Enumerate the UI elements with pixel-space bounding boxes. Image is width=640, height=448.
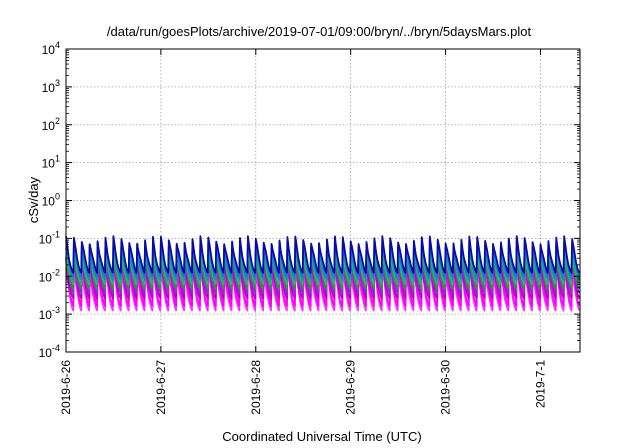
y-tick-label: 10-3 xyxy=(39,305,60,322)
y-tick-label: 10-2 xyxy=(39,267,60,284)
x-tick-label: 2019-7-1 xyxy=(533,360,547,408)
x-tick-label: 2019-6-28 xyxy=(249,360,263,415)
series-group xyxy=(65,235,581,312)
series-line xyxy=(65,235,581,274)
x-tick-label: 2019-6-26 xyxy=(59,360,73,415)
series-line xyxy=(65,258,581,307)
y-axis-label: cSv/day xyxy=(26,176,41,223)
series-line xyxy=(65,238,581,277)
series-line xyxy=(65,255,581,300)
y-axis: 10-4 10-3 10-2 10-1 100 101 102 103 104 xyxy=(39,40,580,360)
x-tick-label: 2019-6-30 xyxy=(439,360,453,415)
y-tick-label: 100 xyxy=(42,192,60,209)
x-axis-label: Coordinated Universal Time (UTC) xyxy=(222,429,421,444)
y-tick-label: 101 xyxy=(42,154,60,171)
x-tick-label: 2019-6-29 xyxy=(344,360,358,415)
chart-title: /data/run/goesPlots/archive/2019-07-01/0… xyxy=(107,24,532,39)
y-tick-label: 104 xyxy=(42,40,60,57)
y-tick-label: 10-1 xyxy=(39,229,60,246)
y-tick-label: 102 xyxy=(42,116,60,133)
x-axis: 2019-6-26 2019-6-27 2019-6-28 2019-6-29 2019… xyxy=(59,49,547,415)
y-tick-label: 103 xyxy=(42,78,60,95)
y-tick-label: 10-4 xyxy=(39,343,60,360)
x-tick-label: 2019-6-27 xyxy=(154,360,168,415)
